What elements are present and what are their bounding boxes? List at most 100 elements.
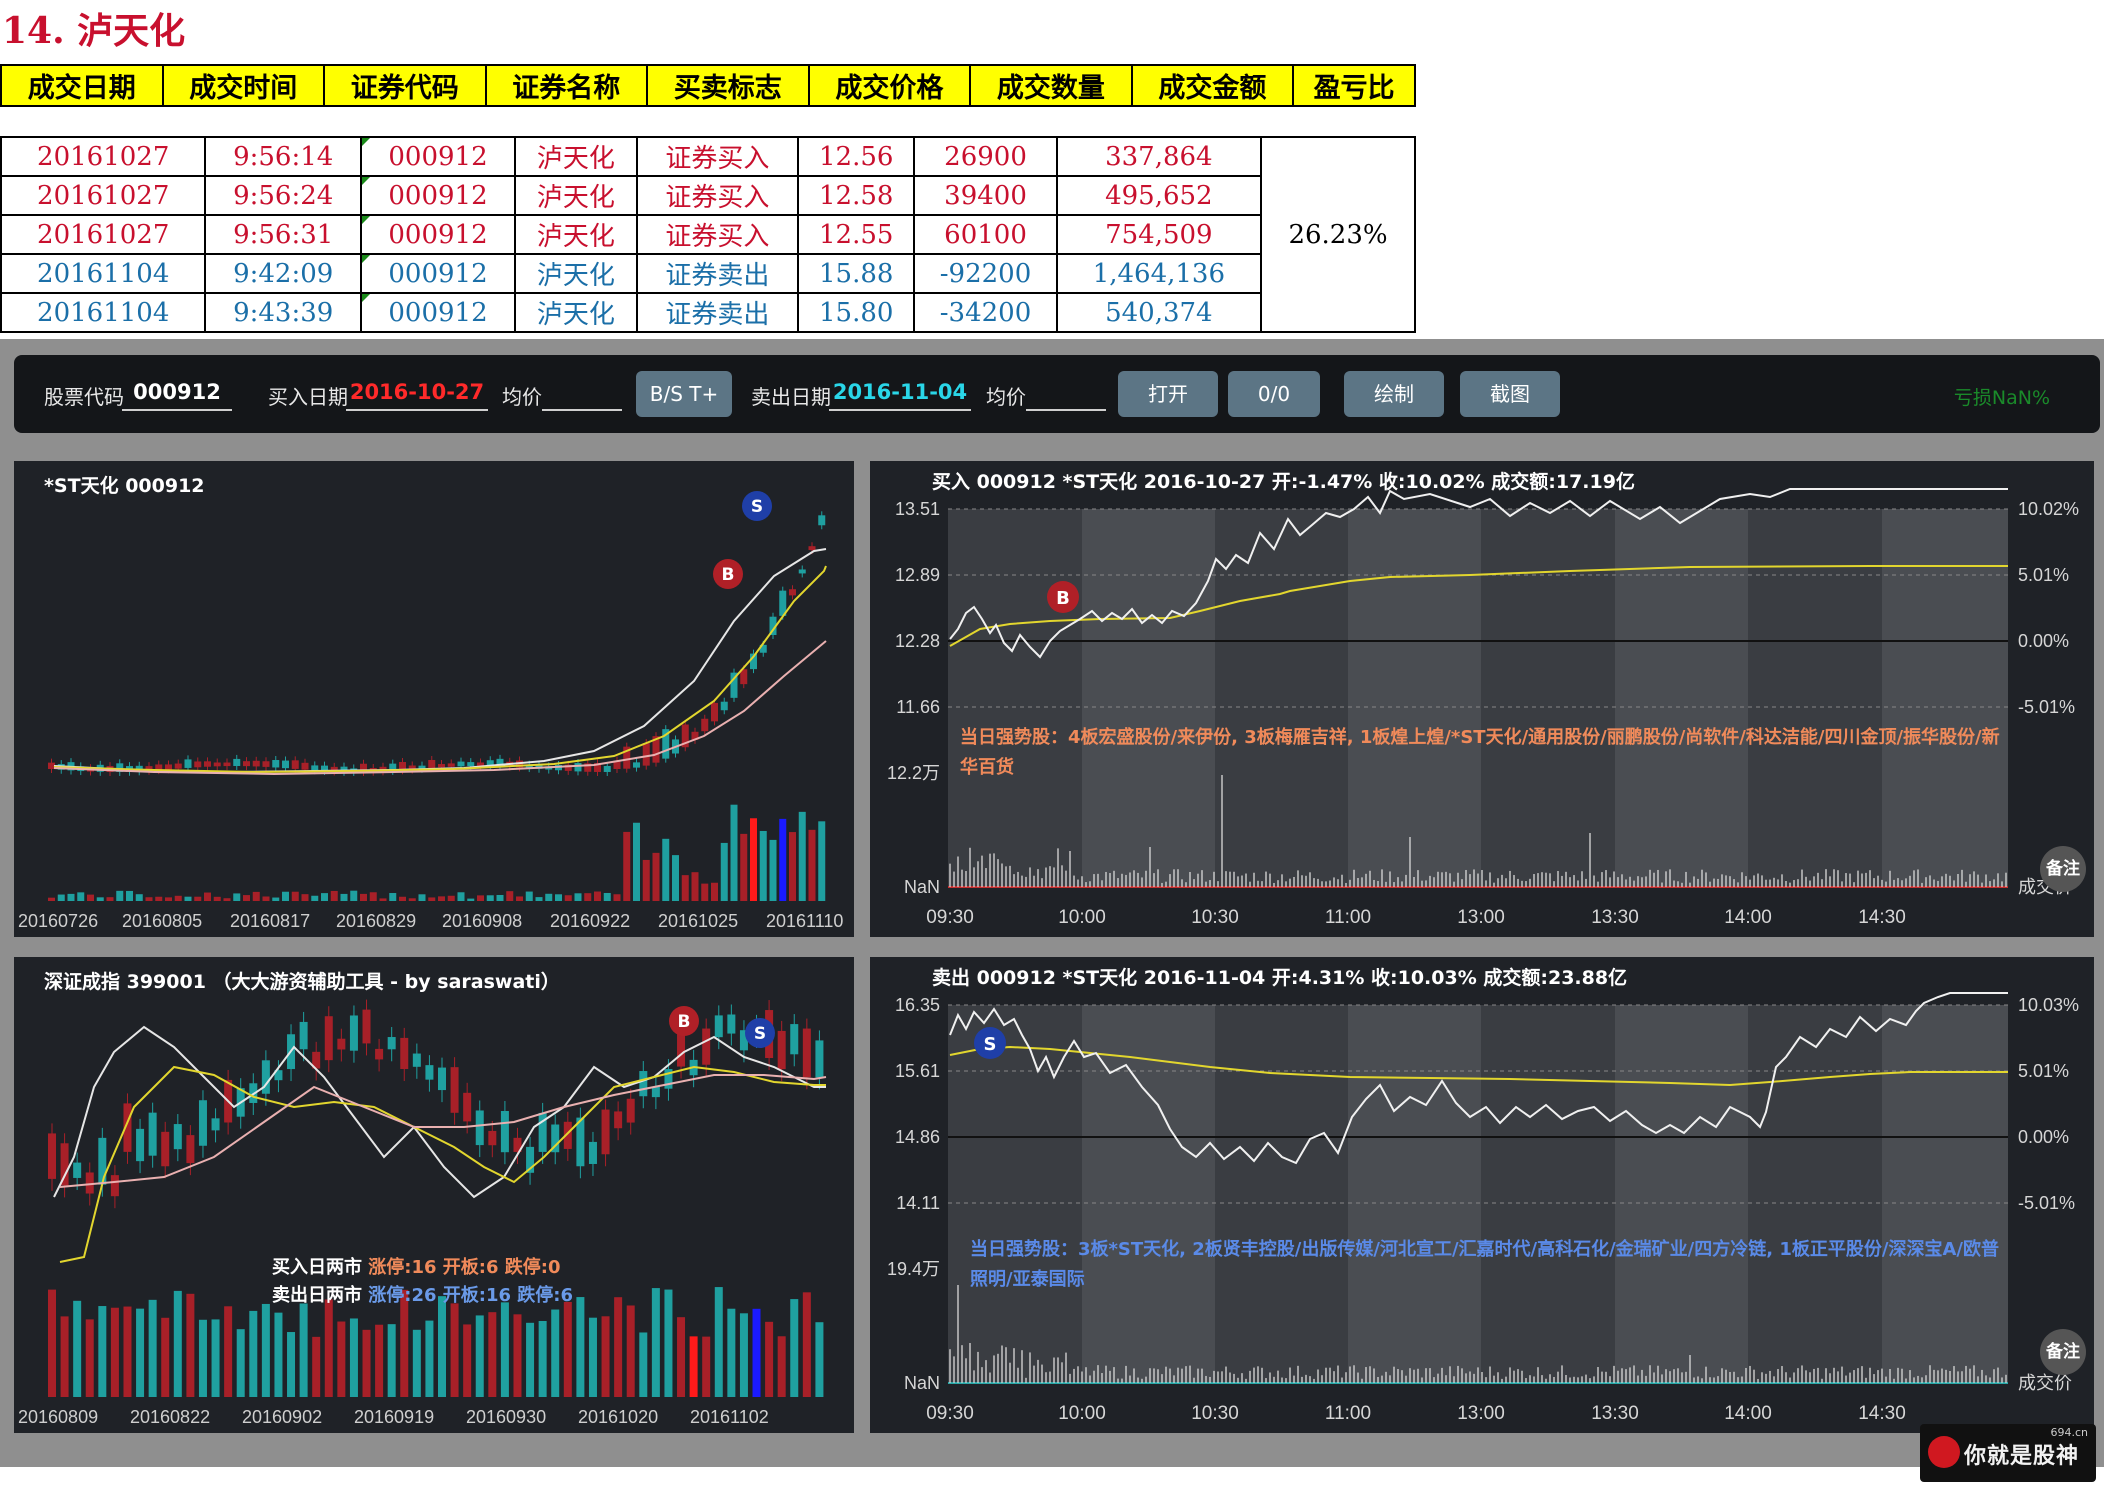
sell-date-input[interactable]: 2016-11-04: [829, 375, 971, 411]
buy-intraday-panel: B 13.51 12.89 12.28 11.66 12.2万 NaN 10.0…: [870, 461, 2094, 937]
candle-body: [337, 1038, 346, 1050]
stock-code-input[interactable]: 000912: [122, 375, 232, 411]
candle-body: [387, 1037, 396, 1050]
candle-body: [123, 1103, 132, 1152]
volume-bar: [123, 1306, 132, 1397]
candle-body: [740, 669, 748, 685]
buy-avg-input[interactable]: [542, 375, 622, 411]
panel-title: 买入 000912 *ST天化 2016-10-27 开:-1.47% 收:10…: [932, 471, 1635, 493]
x-tick: 14:30: [1858, 907, 1906, 928]
open-button[interactable]: 打开: [1118, 371, 1218, 417]
count-button[interactable]: 0/0: [1228, 371, 1320, 417]
intraday-volume: [949, 1285, 2007, 1383]
sell-date-label: 卖出日期: [751, 385, 831, 409]
volume-bar: [714, 1287, 723, 1397]
cell-side: 证券买入: [635, 214, 800, 255]
remark-button[interactable]: 备注: [2040, 1329, 2086, 1375]
cell-price: 15.80: [797, 292, 916, 333]
vol-max: 12.2万: [887, 763, 940, 783]
x-tick: 10:00: [1058, 907, 1106, 928]
volume-bar: [525, 891, 533, 901]
sell-avg-input[interactable]: [1026, 375, 1106, 411]
y-tick: 5.01%: [2018, 565, 2069, 585]
cell-price: 12.58: [797, 175, 916, 216]
candle-body: [252, 760, 260, 767]
volume-bar: [408, 898, 416, 901]
volume-bar: [689, 1336, 698, 1397]
cell-time: 9:42:09: [204, 253, 362, 294]
draw-button[interactable]: 绘制: [1344, 371, 1444, 417]
buy-date-label: 买入日期: [268, 385, 348, 409]
candle-body: [551, 1124, 560, 1153]
cell-date: 20161104: [0, 292, 207, 333]
kline-volume: [48, 804, 826, 901]
y-tick: 10.03%: [2018, 995, 2079, 1015]
volume-bar: [48, 897, 55, 901]
candle-body: [145, 766, 153, 771]
y-tick: 14.11: [896, 1193, 940, 1213]
cell-name: 泸天化: [514, 292, 638, 333]
volume-bar: [701, 883, 709, 901]
volume-bar: [262, 896, 270, 901]
candle-body: [85, 1172, 94, 1194]
candle-body: [116, 763, 124, 772]
cell-time: 9:56:31: [204, 214, 362, 255]
x-tick: 13:00: [1457, 1403, 1505, 1424]
remark-button[interactable]: 备注: [2040, 846, 2086, 892]
buy-date-input[interactable]: 2016-10-27: [346, 375, 488, 411]
volume-bar: [750, 818, 757, 901]
header-date: 成交日期: [0, 64, 164, 107]
volume-bar: [457, 892, 465, 901]
candle-body: [233, 758, 241, 767]
volume-bar: [321, 893, 328, 901]
volume-bar: [601, 1316, 610, 1397]
volume-bar: [626, 1305, 635, 1397]
candle-body: [486, 760, 494, 767]
x-tick: 20161110: [766, 911, 843, 931]
y-tick: -5.01%: [2018, 1193, 2075, 1213]
buy-marker: [713, 559, 743, 589]
ma-white-line: [53, 548, 827, 773]
volume-bar: [777, 1336, 786, 1397]
volume-bar: [360, 893, 367, 901]
candle-body: [274, 1070, 283, 1081]
candle-body: [642, 743, 650, 766]
cell-side: 证券买入: [635, 175, 800, 216]
volume-bar: [475, 1315, 484, 1397]
avg-price-label-2: 均价: [986, 385, 1026, 409]
candle-body: [136, 1128, 145, 1162]
volume-bar: [148, 1299, 157, 1397]
volume-bar: [818, 821, 826, 901]
candle-body: [818, 515, 826, 526]
bs-toggle-button[interactable]: B/S T+: [636, 371, 732, 417]
screenshot-button[interactable]: 截图: [1460, 371, 1560, 417]
header-time: 成交时间: [161, 64, 326, 107]
cell-code: 000912: [359, 292, 517, 333]
x-tick: 20160902: [242, 1407, 322, 1427]
cell-side: 证券卖出: [635, 253, 800, 294]
candle-body: [525, 764, 533, 769]
cell-name: 泸天化: [514, 253, 638, 294]
x-tick: 10:00: [1058, 1403, 1106, 1424]
volume-bar: [765, 1321, 774, 1397]
sell-intraday-chart: S 16.35 15.61 14.86 14.11 19.4万 NaN 10.0…: [887, 992, 2079, 1424]
cell-qty: -34200: [913, 292, 1058, 333]
price-line: [949, 488, 2008, 659]
volume-bar: [677, 1317, 686, 1397]
volume-bar: [614, 1297, 623, 1397]
candle-body: [204, 761, 211, 767]
candle-body: [48, 1133, 56, 1179]
volume-bar: [282, 891, 289, 901]
candle-body: [60, 1143, 69, 1186]
sell-marker-label: S: [984, 1034, 997, 1055]
volume-bar: [174, 895, 182, 901]
volume-bar: [467, 898, 475, 901]
x-tick: 20161020: [578, 1407, 658, 1427]
candle-body: [324, 1016, 333, 1061]
candle-body: [477, 762, 484, 766]
candle-body: [623, 746, 631, 769]
header-amount: 成交金额: [1130, 64, 1295, 107]
candle-body: [311, 765, 319, 771]
cell-amount: 337,864: [1055, 136, 1263, 177]
avg-price-line: [949, 565, 2008, 647]
